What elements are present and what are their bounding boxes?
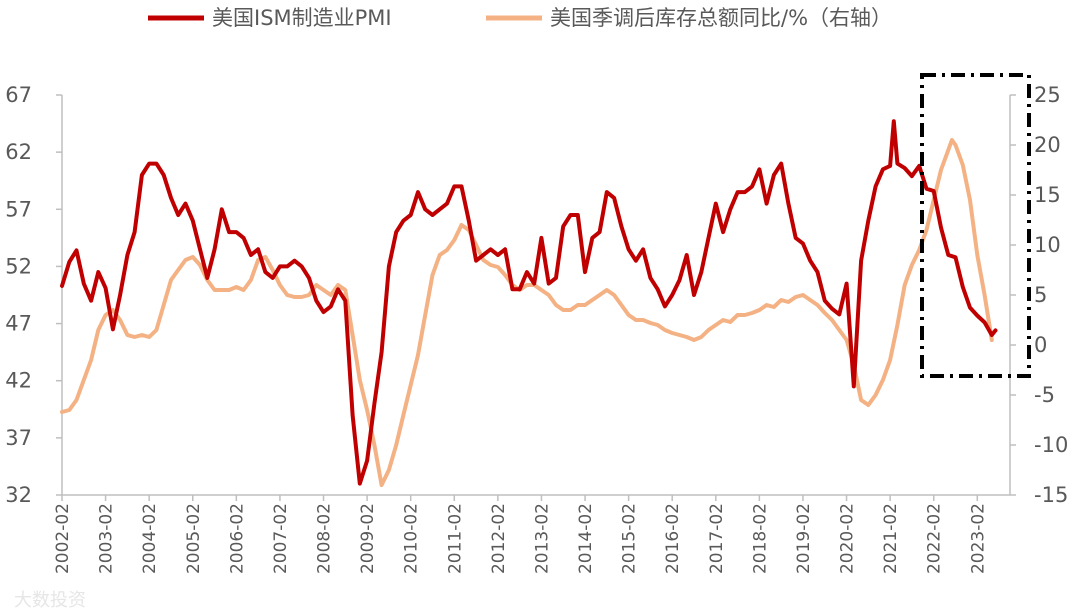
x-tick-label: 2011-02 [445,503,465,574]
y-right-tick-label: -15 [1034,483,1068,507]
legend: 美国ISM制造业PMI 美国季调后库存总额同比/%（右轴） [148,6,892,30]
legend-pmi-label: 美国ISM制造业PMI [212,6,392,30]
x-tick-label: 2023-02 [968,503,988,574]
x-tick-label: 2018-02 [750,503,770,574]
tick-labels: 32 37 42 47 52 57 62 67 -15 -10 -5 0 5 10 15 20 25 2002-0… [5,83,1068,574]
axes [56,94,1016,501]
x-tick-label: 2010-02 [402,503,422,574]
series-line-pmi [60,119,998,486]
x-tick-label: 2002-02 [53,503,73,574]
y-right-tick-label: 20 [1034,133,1061,157]
y-right-tick-label: 25 [1034,83,1061,107]
y-right-tick-label: -5 [1034,383,1055,407]
x-tick-label: 2014-02 [576,503,596,574]
x-tick-label: 2013-02 [532,503,552,574]
x-tick-label: 2022-02 [925,503,945,574]
y-left-tick-label: 57 [5,197,32,221]
y-right-tick-label: 5 [1034,283,1047,307]
legend-inventory-label: 美国季调后库存总额同比/%（右轴） [550,6,892,30]
x-tick-label: 2021-02 [881,503,901,574]
x-tick-label: 2004-02 [140,503,160,574]
x-tick-label: 2007-02 [271,503,291,574]
y-left-tick-label: 42 [5,369,32,393]
x-tick-label: 2006-02 [227,503,247,574]
x-tick-label: 2005-02 [184,503,204,574]
y-left-tick-label: 52 [5,254,32,278]
y-right-tick-label: -10 [1034,433,1068,457]
x-tick-label: 2012-02 [489,503,509,574]
x-tick-label: 2003-02 [97,503,117,574]
x-tick-label: 2020-02 [838,503,858,574]
y-right-tick-label: 0 [1034,333,1047,357]
y-left-tick-label: 62 [5,140,32,164]
y-right-tick-label: 10 [1034,233,1061,257]
x-tick-label: 2017-02 [707,503,727,574]
x-tick-label: 2009-02 [358,503,378,574]
watermark: 大数投资 [14,590,86,611]
y-left-tick-label: 37 [5,426,32,450]
series-line-inventory [60,138,994,487]
y-left-tick-label: 47 [5,312,32,336]
series-lines [60,119,998,487]
x-tick-label: 2008-02 [315,503,335,574]
x-tick-label: 2015-02 [620,503,640,574]
highlight-box [920,73,1031,378]
x-tick-label: 2016-02 [663,503,683,574]
x-tick-label: 2019-02 [794,503,814,574]
y-right-tick-label: 15 [1034,183,1061,207]
y-left-tick-label: 32 [5,483,32,507]
y-left-tick-label: 67 [5,83,32,107]
